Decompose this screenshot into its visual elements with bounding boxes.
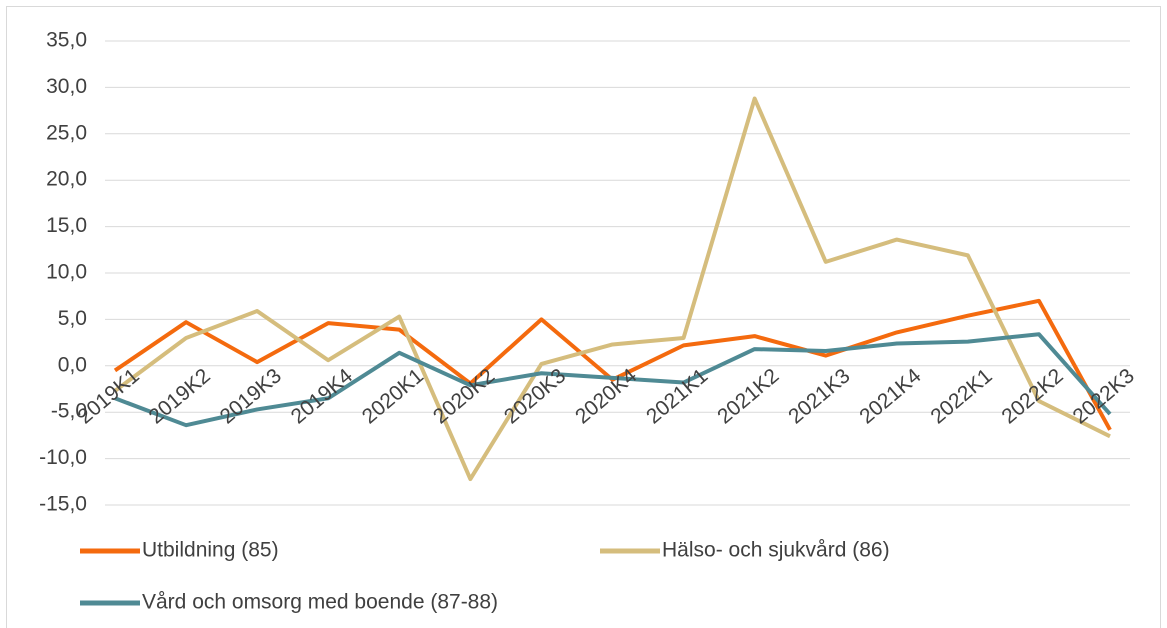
x-tick-label: 2021K2 (713, 364, 783, 428)
y-tick-label: -5,0 (51, 400, 87, 423)
x-tick-label: 2020K2 (429, 364, 499, 428)
y-tick-label: 0,0 (58, 353, 87, 376)
y-tick-label: 5,0 (58, 307, 87, 330)
x-tick-label: 2019K4 (287, 364, 357, 428)
y-tick-label: 15,0 (46, 214, 87, 237)
x-tick-label: 2021K1 (642, 364, 712, 428)
y-tick-label: 20,0 (46, 168, 87, 191)
x-tick-label: 2019K3 (216, 364, 286, 428)
y-tick-label: 25,0 (46, 121, 87, 144)
x-tick-label: 2022K2 (997, 364, 1067, 428)
x-tick-label: 2019K2 (145, 364, 215, 428)
x-tick-label: 2022K1 (926, 364, 996, 428)
y-tick-label: 35,0 (46, 29, 87, 52)
series-line (114, 332, 1112, 428)
x-tick-label: 2021K3 (784, 364, 854, 428)
y-tick-label: 10,0 (46, 261, 87, 284)
y-tick-label: -10,0 (39, 446, 87, 469)
legend-label: Vård och omsorg med boende (87-88) (142, 591, 498, 614)
series-line (113, 96, 1111, 482)
legend-label: Utbildning (85) (142, 539, 279, 562)
y-tick-label: -15,0 (39, 493, 87, 516)
legend-label: Hälso- och sjukvård (86) (662, 539, 890, 562)
y-tick-label: 30,0 (46, 75, 87, 98)
chart-frame (6, 6, 1161, 628)
x-tick-label: 2021K4 (855, 364, 925, 428)
